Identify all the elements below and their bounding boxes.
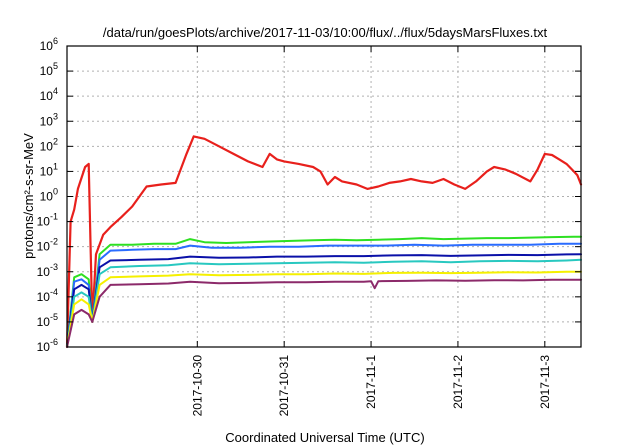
y-tick-label: 103	[40, 111, 58, 128]
y-tick-label: 10-4	[37, 287, 58, 304]
series-group	[65, 135, 583, 349]
y-tick-label: 101	[40, 161, 58, 178]
y-tick-label: 10-1	[37, 212, 58, 229]
y-axis-label: protons/cm²-s-sr-MeV	[21, 133, 36, 259]
x-axis-tick-labels: 2017-10-30 2017-10-31 2017-11-1 2017-11-2 20…	[190, 355, 551, 417]
flux-series-line-2	[66, 235, 582, 348]
axis-ticks	[67, 45, 581, 348]
flux-series-line-1	[65, 135, 583, 349]
y-axis-tick-labels: 10-6 10-5 10-4 10-3 10-2 10-1 100 101 102 103 104 1…	[37, 36, 58, 354]
grid	[67, 46, 581, 347]
flux-series-line-6	[66, 270, 582, 348]
y-tick-label: 10-3	[37, 262, 58, 279]
y-tick-label: 10-5	[37, 312, 58, 329]
x-tick-label: 2017-11-2	[451, 355, 465, 409]
y-tick-label: 104	[40, 86, 58, 103]
flux-series-line-7	[66, 278, 582, 348]
x-tick-label: 2017-10-31	[277, 355, 291, 417]
flux-series-line-4	[66, 253, 582, 348]
y-tick-label: 100	[40, 187, 58, 204]
y-tick-label: 105	[40, 61, 58, 78]
y-tick-label: 10-6	[37, 337, 58, 354]
x-tick-label: 2017-11-3	[538, 355, 552, 409]
y-tick-label: 10-2	[37, 237, 58, 254]
y-tick-label: 106	[40, 36, 58, 53]
chart-title: /data/run/goesPlots/archive/2017-11-03/1…	[103, 25, 548, 40]
x-tick-label: 2017-11-1	[364, 355, 378, 409]
x-axis-label: Coordinated Universal Time (UTC)	[225, 430, 424, 445]
y-tick-label: 102	[40, 136, 58, 153]
x-tick-label: 2017-10-30	[190, 355, 204, 417]
